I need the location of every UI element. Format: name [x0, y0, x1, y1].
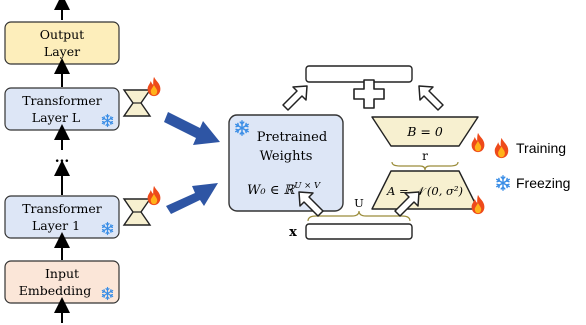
dim-U-label: U — [354, 196, 364, 210]
pretrained-title-line2: Weights — [260, 149, 313, 164]
pretrained-weights-block: Pretrained Weights W₀ ∈ ℝU × V — [228, 114, 344, 212]
output-vector-h — [305, 65, 413, 83]
input-embedding-line1: Input — [45, 266, 79, 281]
legend-freezing-label: Freezing — [516, 175, 570, 191]
output-layer-line2: Layer — [44, 44, 80, 59]
rank-r-label: r — [422, 149, 428, 163]
matrix-B-label: B = 0 — [406, 124, 443, 139]
legend-training-label: Training — [516, 140, 566, 156]
input-vector-x — [305, 223, 413, 240]
blue-arrow-top — [164, 112, 220, 145]
pretrained-formula: W₀ ∈ ℝU × V — [247, 181, 321, 198]
input-embedding-block: Input Embedding — [4, 260, 120, 304]
flame-icon — [147, 185, 161, 206]
flame-icon — [471, 194, 485, 215]
pretrained-formula-sup: U × V — [294, 181, 321, 191]
flame-icon — [147, 76, 161, 97]
hollow-arrow-to-pretrained — [298, 191, 324, 217]
output-layer-line1: Output — [40, 27, 84, 42]
layer-ellipsis: ... — [55, 150, 70, 166]
layer-L-line1: Transformer — [22, 93, 102, 108]
blue-arrow-bottom — [166, 183, 218, 214]
pretrained-title-line1: Pretrained — [257, 130, 327, 145]
flame-icon — [471, 132, 485, 153]
legend-training: Training — [494, 137, 566, 159]
transformer-layer-L-block: Transformer Layer L — [4, 87, 120, 131]
adapter-icon-bottom — [122, 185, 161, 226]
layer-1-line2: Layer 1 — [32, 218, 80, 233]
pretrained-formula-base: W₀ ∈ ℝ — [247, 183, 295, 198]
transformer-layer-1-block: Transformer Layer 1 — [4, 195, 120, 239]
snowflake-icon — [496, 175, 510, 191]
adapter-icon-top — [122, 76, 161, 117]
output-layer-block: Output Layer — [4, 21, 120, 65]
input-embedding-line2: Embedding — [19, 283, 91, 298]
layer-1-line1: Transformer — [22, 201, 102, 216]
rank-brace — [391, 161, 459, 171]
dim-U-brace — [307, 210, 411, 222]
layer-L-line2: Layer L — [32, 110, 80, 125]
hollow-arrow-left-up — [282, 85, 308, 111]
legend-freezing: Freezing — [496, 175, 570, 191]
matrix-B-block: B = 0 — [371, 116, 485, 153]
input-x-label: x — [289, 225, 297, 240]
matrix-A-label: A = 𝒩 (0, σ²) — [386, 184, 463, 198]
hollow-arrow-to-A — [394, 191, 420, 217]
matrix-A-block: A = 𝒩 (0, σ²) — [371, 170, 485, 215]
hollow-arrow-right-up — [418, 85, 444, 111]
plus-icon — [353, 79, 385, 109]
flame-icon — [494, 137, 509, 159]
